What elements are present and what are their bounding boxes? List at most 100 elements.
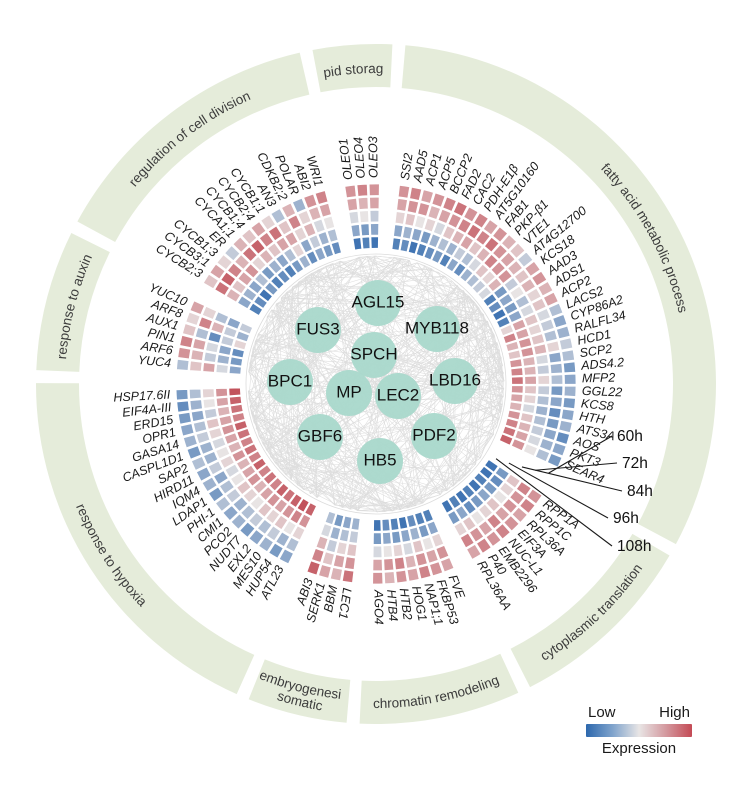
network-edge: [304, 260, 341, 278]
heatmap-cell: [517, 251, 534, 268]
network-boundary-circle: [245, 253, 507, 515]
heatmap-cell: [509, 285, 525, 301]
network-edge: [259, 436, 336, 506]
heatmap-cell: [391, 237, 402, 251]
heatmap-cell: [195, 466, 212, 482]
network-edge: [270, 456, 401, 510]
heatmap-cell: [523, 394, 537, 405]
network-edge: [332, 263, 500, 351]
heatmap-cell: [410, 227, 423, 242]
heatmap-cell: [467, 478, 482, 493]
heatmap-cell: [356, 183, 369, 197]
heatmap-cell: [241, 246, 258, 263]
heatmap-cell: [435, 544, 450, 561]
heatmap-cell: [368, 183, 380, 197]
gene-label: MFP2: [582, 371, 616, 386]
heatmap-cell: [447, 213, 462, 229]
heatmap-cell: [214, 280, 231, 296]
heatmap-cell: [225, 487, 242, 504]
timepoint-callout-line: [508, 462, 609, 519]
network-edge: [251, 286, 293, 415]
heatmap-cell: [276, 269, 291, 284]
network-edge: [255, 309, 272, 342]
heatmap-cell: [526, 488, 543, 505]
hub-node-label: LBD16: [429, 370, 481, 389]
heatmap-cell: [513, 268, 530, 285]
heatmap-cell: [520, 278, 537, 294]
gene-label: OLEO4: [351, 136, 368, 179]
heatmap-cell: [421, 508, 434, 523]
gene-label: YUC4: [137, 353, 172, 370]
heatmap-cell: [535, 308, 552, 323]
heatmap-cell: [536, 395, 550, 406]
heatmap-cell: [216, 354, 231, 365]
heatmap-cell: [273, 514, 289, 531]
heatmap-cell: [210, 321, 226, 335]
heatmap-cell: [248, 511, 264, 528]
heatmap-cell: [234, 254, 250, 270]
heatmap-cell: [273, 498, 289, 514]
heatmap-cell: [202, 398, 216, 409]
heatmap-cell: [253, 295, 268, 309]
network-edge: [276, 256, 368, 305]
heatmap-cell: [562, 361, 577, 374]
heatmap-cell: [492, 226, 509, 243]
heatmap-cell: [562, 397, 576, 410]
hub-node: [267, 359, 313, 405]
category-ring-segment: [248, 659, 351, 723]
timepoint-callout-line: [548, 435, 613, 474]
heatmap-cell: [311, 548, 325, 563]
network-edge: [291, 479, 409, 509]
network-edge: [401, 258, 410, 261]
heatmap-cell: [399, 238, 411, 253]
heatmap-cell: [239, 435, 255, 449]
heatmap-cell: [519, 303, 535, 318]
network-edge: [303, 411, 502, 490]
heatmap-cell: [522, 443, 538, 457]
heatmap-cell: [524, 385, 537, 395]
gene-label: HSP17.6II: [113, 388, 171, 405]
heatmap-cell: [511, 506, 528, 523]
heatmap-cell: [530, 333, 546, 346]
heatmap-cell: [420, 189, 434, 204]
heatmap-cell: [466, 543, 482, 560]
heatmap-cell: [257, 502, 273, 518]
heatmap-cell: [220, 335, 235, 347]
heatmap-cell: [266, 242, 282, 259]
heatmap-cell: [233, 339, 248, 351]
heatmap-cell: [218, 414, 233, 427]
heatmap-cell: [490, 261, 506, 277]
heatmap-cell: [230, 472, 246, 487]
heatmap-cell: [275, 236, 291, 253]
heatmap-cell: [492, 308, 507, 322]
heatmap-cell: [406, 199, 420, 214]
heatmap-cell: [550, 385, 564, 397]
heatmap-cell: [326, 228, 339, 243]
heatmap-cell: [505, 473, 521, 489]
heatmap-cell: [283, 247, 298, 263]
heatmap-cell: [329, 567, 343, 582]
heatmap-cell: [503, 515, 520, 532]
gene-label: OLEO3: [366, 136, 380, 178]
heatmap-cell: [213, 470, 229, 486]
heatmap-cell: [518, 337, 533, 349]
hub-node-label: FUS3: [296, 319, 339, 338]
heatmap-cell: [531, 270, 548, 287]
heatmap-cell: [496, 315, 511, 329]
heatmap-cell: [531, 297, 547, 313]
heatmap-cell: [505, 340, 520, 352]
network-edge: [374, 255, 403, 259]
network-edge: [407, 396, 504, 509]
heatmap-cell: [290, 258, 305, 274]
heatmap-cell: [392, 543, 404, 558]
gene-label: AGO4: [372, 589, 386, 625]
heatmap-cell: [307, 206, 322, 222]
timepoint-label: 84h: [627, 483, 653, 500]
heatmap-cell: [457, 218, 472, 234]
heatmap-cell: [218, 479, 235, 495]
network-edge: [475, 342, 498, 465]
timepoint-callout-line: [521, 466, 623, 492]
heatmap-cell: [492, 243, 508, 260]
heatmap-cell: [447, 510, 461, 526]
heatmap-cell: [514, 294, 531, 309]
